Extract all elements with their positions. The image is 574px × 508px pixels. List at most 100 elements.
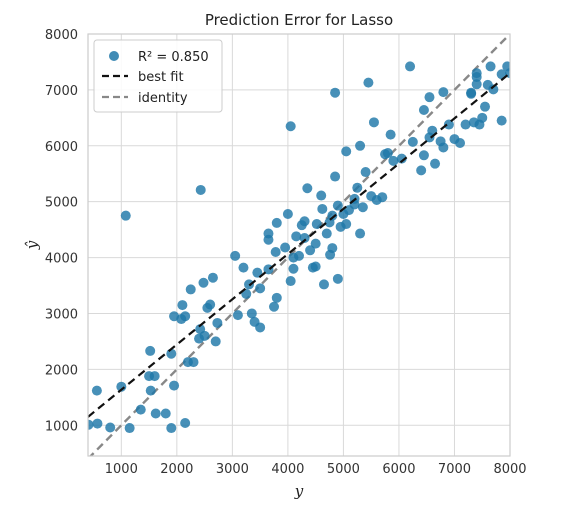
scatter-point bbox=[466, 88, 477, 99]
scatter-point bbox=[443, 119, 454, 130]
scatter-point bbox=[438, 142, 449, 153]
x-tick-label: 1000 bbox=[105, 462, 138, 477]
x-axis-label: y bbox=[294, 482, 304, 500]
scatter-point bbox=[166, 423, 177, 434]
scatter-point bbox=[352, 182, 363, 193]
scatter-point bbox=[460, 119, 471, 130]
scatter-point bbox=[105, 422, 116, 433]
scatter-point bbox=[145, 345, 156, 356]
scatter-point bbox=[288, 263, 299, 274]
y-axis-label: ŷ bbox=[23, 240, 41, 250]
scatter-point bbox=[232, 310, 243, 321]
scatter-point bbox=[180, 311, 191, 322]
scatter-point bbox=[396, 153, 407, 164]
scatter-point bbox=[310, 238, 321, 249]
scatter-point bbox=[252, 267, 263, 278]
y-tick-label: 1000 bbox=[45, 419, 78, 434]
scatter-point bbox=[496, 115, 507, 126]
scatter-point bbox=[455, 137, 466, 148]
legend-best-fit-label: best fit bbox=[138, 70, 184, 85]
scatter-point bbox=[341, 146, 352, 157]
plot-frame bbox=[87, 33, 511, 457]
y-tick-label: 4000 bbox=[45, 252, 78, 267]
scatter-point bbox=[388, 155, 399, 166]
scatter-point bbox=[310, 261, 321, 272]
x-tick-label: 6000 bbox=[382, 462, 415, 477]
scatter-point bbox=[149, 371, 160, 382]
legend-box bbox=[93, 39, 223, 113]
scatter-point bbox=[405, 61, 416, 72]
scatter-point bbox=[271, 217, 282, 228]
y-tick-label: 5000 bbox=[45, 196, 78, 211]
scatter-point bbox=[321, 228, 332, 239]
scatter-point bbox=[285, 276, 296, 287]
x-tick-label: 8000 bbox=[493, 462, 526, 477]
scatter-point bbox=[407, 136, 418, 147]
scatter-point bbox=[368, 117, 379, 128]
scatter-point bbox=[280, 242, 291, 253]
scatter-point bbox=[135, 404, 146, 415]
scatter-point bbox=[477, 112, 488, 123]
scatter-point bbox=[195, 184, 206, 195]
y-tick-labels: 1000 2000 3000 4000 5000 6000 7000 8000 bbox=[45, 28, 78, 434]
scatter-point bbox=[305, 245, 316, 256]
scatter-point bbox=[311, 219, 322, 230]
x-tick-label: 3000 bbox=[216, 462, 249, 477]
scatter-point bbox=[418, 150, 429, 161]
scatter-point bbox=[271, 292, 282, 303]
legend-points-label: R² = 0.850 bbox=[138, 50, 209, 65]
scatter-point bbox=[480, 101, 491, 112]
x-tick-labels: 1000 2000 3000 4000 5000 6000 7000 8000 bbox=[105, 462, 527, 477]
scatter-point bbox=[341, 219, 352, 230]
scatter-point bbox=[355, 228, 366, 239]
scatter-point bbox=[263, 234, 274, 245]
scatter-point bbox=[430, 158, 441, 169]
legend-points-marker bbox=[109, 51, 119, 61]
scatter-point bbox=[416, 165, 427, 176]
scatter-point bbox=[230, 250, 241, 261]
scatter-point bbox=[438, 87, 449, 98]
scatter-point bbox=[238, 262, 249, 273]
scatter-point bbox=[330, 171, 341, 182]
x-tick-label: 5000 bbox=[327, 462, 360, 477]
scatter-point bbox=[205, 299, 216, 310]
scatter-point bbox=[198, 277, 209, 288]
scatter-point bbox=[299, 216, 310, 227]
scatter-points bbox=[88, 61, 510, 434]
scatter-point bbox=[291, 231, 302, 242]
scatter-point bbox=[488, 84, 499, 95]
scatter-point bbox=[355, 140, 366, 151]
scatter-point bbox=[210, 336, 221, 347]
y-tick-label: 3000 bbox=[45, 307, 78, 322]
legend-identity-label: identity bbox=[138, 91, 188, 106]
scatter-point bbox=[316, 190, 327, 201]
x-tick-label: 4000 bbox=[271, 462, 304, 477]
scatter-point bbox=[212, 317, 223, 328]
scatter-point bbox=[332, 273, 343, 284]
scatter-point bbox=[207, 272, 218, 283]
identity-layer bbox=[89, 34, 510, 456]
scatter-point bbox=[188, 357, 199, 368]
x-tick-label: 2000 bbox=[160, 462, 193, 477]
scatter-point bbox=[124, 423, 135, 434]
y-tick-label: 7000 bbox=[45, 84, 78, 99]
x-tick-label: 7000 bbox=[438, 462, 471, 477]
scatter-point bbox=[332, 200, 343, 211]
scatter-point bbox=[424, 92, 435, 103]
scatter-point bbox=[246, 308, 257, 319]
scatter-point bbox=[269, 301, 280, 312]
scatter-point bbox=[116, 381, 127, 392]
scatter-point bbox=[363, 77, 374, 88]
scatter-point bbox=[327, 210, 338, 221]
scatter-point bbox=[385, 129, 396, 140]
scatter-point bbox=[169, 380, 180, 391]
scatter-point bbox=[471, 79, 482, 90]
y-tick-label: 6000 bbox=[45, 140, 78, 155]
scatter-point bbox=[330, 87, 341, 98]
scatter-point bbox=[199, 330, 210, 341]
scatter-point bbox=[255, 322, 266, 333]
identity-line bbox=[89, 34, 510, 456]
y-tick-label: 2000 bbox=[45, 363, 78, 378]
scatter-point bbox=[357, 202, 368, 213]
